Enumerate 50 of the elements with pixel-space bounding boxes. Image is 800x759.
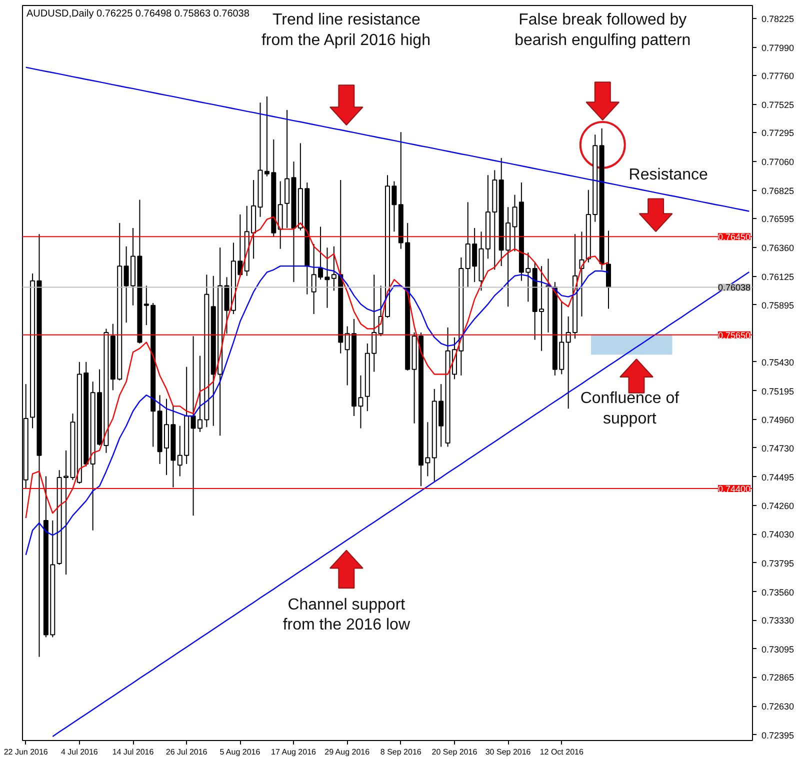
annotation: Channel support from the 2016 low (282, 596, 410, 634)
x-tick-label: 8 Sep 2016 (380, 748, 422, 756)
y-tick-label: 0.73095 (762, 644, 794, 654)
x-tick-label: 30 Sep 2016 (485, 748, 532, 756)
y-tick-label: 0.73795 (762, 558, 794, 568)
y-tick-label: 0.78225 (762, 14, 794, 24)
y-tick-label: 0.73330 (762, 616, 794, 626)
y-tick-label: 0.77060 (762, 157, 794, 168)
y-tick-label: 0.75895 (762, 300, 794, 310)
annotation: Resistance (628, 166, 708, 184)
x-tick-label: 4 Jul 2016 (60, 748, 98, 756)
x-tick-label: 14 Jul 2016 (112, 748, 154, 756)
ref-line-label: 0.74400 (718, 484, 751, 494)
line-series (25, 66, 750, 212)
y-tick-label: 0.77990 (762, 42, 794, 53)
y-tick-label: 0.74495 (762, 472, 794, 482)
annotation: False break followed by bearish engulfing pattern (514, 12, 691, 50)
y-tick-label: 0.77760 (762, 71, 794, 82)
annotation: Trend line resistance from the April 2016 high (261, 12, 430, 50)
y-tick-label: 0.76825 (762, 186, 794, 196)
candlestick (606, 230, 612, 310)
x-tick-label: 20 Sep 2016 (432, 748, 478, 756)
x-tick-label: 26 Jul 2016 (166, 748, 208, 756)
ref-line-label: 0.76450 (718, 232, 751, 242)
line-series (52, 271, 750, 738)
y-tick-label: 0.76360 (762, 243, 794, 254)
y-tick-label: 0.75430 (762, 357, 794, 368)
y-tick-label: 0.74960 (762, 415, 794, 426)
candlestick (566, 316, 571, 410)
y-tick-label: 0.77295 (762, 128, 794, 138)
x-tick-label: 5 Aug 2016 (220, 748, 261, 756)
x-tick-label: 29 Aug 2016 (324, 748, 370, 756)
x-tick-label: 22 Jun 2016 (4, 748, 48, 756)
y-tick-label: 0.76125 (762, 272, 794, 282)
y-tick-label: 0.75195 (762, 386, 794, 396)
chart-title: AUDUSD,Daily 0.76225 0.76498 0.75863 0.76038 (26, 8, 250, 20)
y-tick-label: 0.74260 (762, 501, 794, 512)
x-tick-label: 12 Oct 2016 (540, 748, 584, 756)
ref-line-label: 0.76038 (718, 282, 751, 293)
x-tick-label: 17 Aug 2016 (271, 748, 317, 756)
y-tick-label: 0.74030 (762, 530, 794, 540)
y-tick-label: 0.72395 (762, 730, 794, 740)
y-tick-label: 0.76595 (762, 214, 794, 224)
ref-line-label: 0.75650 (718, 330, 751, 340)
y-tick-label: 0.77525 (762, 100, 794, 110)
y-tick-label: 0.74730 (762, 443, 794, 454)
annotation: Confluence of support (580, 390, 680, 428)
y-tick-label: 0.73560 (762, 587, 794, 598)
y-tick-label: 0.72865 (762, 672, 794, 683)
y-tick-label: 0.72630 (762, 702, 794, 712)
